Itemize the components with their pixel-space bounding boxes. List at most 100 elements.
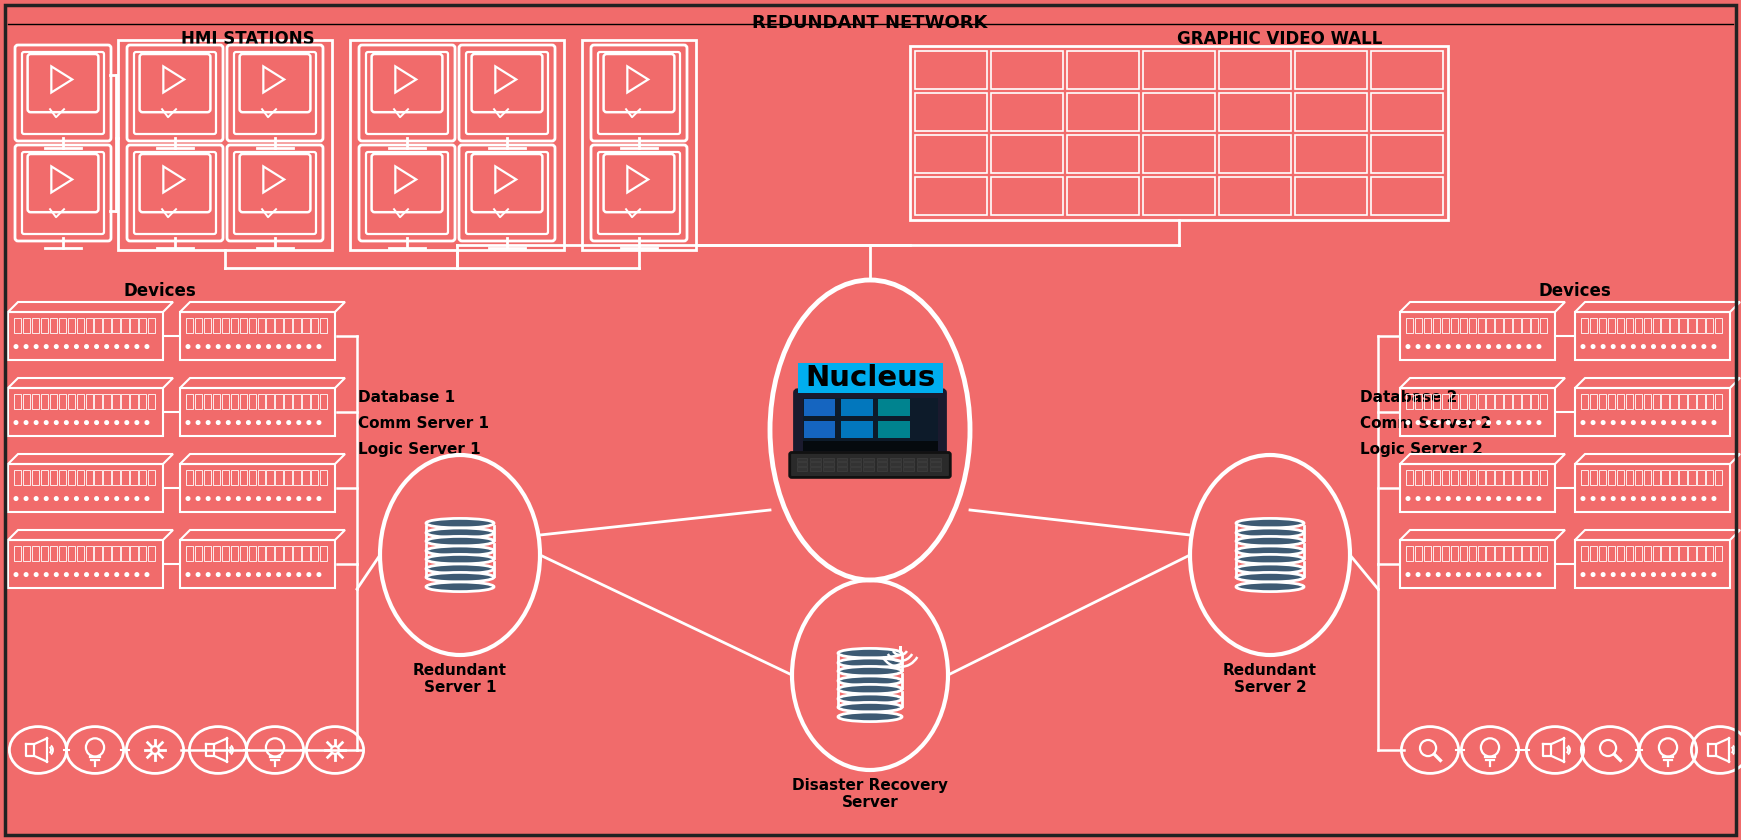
Text: Nucleus: Nucleus bbox=[804, 364, 935, 391]
Circle shape bbox=[35, 496, 38, 501]
Bar bbox=[1652, 394, 1659, 409]
Bar bbox=[195, 546, 202, 561]
Bar bbox=[837, 463, 848, 466]
Circle shape bbox=[1516, 573, 1520, 576]
Circle shape bbox=[1457, 573, 1461, 576]
Bar bbox=[1715, 394, 1722, 409]
Bar bbox=[1530, 470, 1539, 486]
Bar bbox=[823, 463, 834, 466]
Bar bbox=[266, 470, 273, 486]
Bar bbox=[131, 394, 138, 409]
Bar bbox=[1697, 394, 1704, 409]
Circle shape bbox=[104, 573, 108, 576]
Text: Redundant
Server 2: Redundant Server 2 bbox=[1222, 663, 1316, 696]
Bar bbox=[916, 51, 987, 89]
Circle shape bbox=[94, 496, 99, 501]
Bar bbox=[31, 546, 40, 561]
Circle shape bbox=[115, 496, 118, 501]
Circle shape bbox=[1436, 344, 1440, 349]
Circle shape bbox=[197, 496, 200, 501]
Bar bbox=[1478, 546, 1485, 561]
Bar bbox=[59, 546, 66, 561]
Bar bbox=[9, 312, 164, 360]
Bar bbox=[837, 467, 848, 471]
Circle shape bbox=[136, 344, 139, 349]
Circle shape bbox=[1682, 421, 1685, 424]
Bar bbox=[1400, 312, 1555, 360]
Circle shape bbox=[277, 496, 280, 501]
Bar bbox=[1715, 546, 1722, 561]
Bar bbox=[1689, 318, 1696, 333]
Bar bbox=[1487, 470, 1494, 486]
Bar bbox=[904, 463, 914, 466]
Bar bbox=[1581, 318, 1588, 333]
Bar bbox=[118, 40, 333, 250]
Circle shape bbox=[1466, 496, 1469, 501]
Circle shape bbox=[136, 496, 139, 501]
Circle shape bbox=[216, 344, 219, 349]
Bar bbox=[991, 51, 1064, 89]
Bar bbox=[918, 458, 928, 461]
Bar bbox=[904, 458, 914, 461]
Circle shape bbox=[1476, 496, 1480, 501]
Circle shape bbox=[1447, 496, 1450, 501]
Circle shape bbox=[197, 421, 200, 424]
Bar bbox=[1652, 546, 1659, 561]
Bar bbox=[9, 540, 164, 588]
Text: REDUNDANT NETWORK: REDUNDANT NETWORK bbox=[752, 14, 987, 32]
Circle shape bbox=[186, 421, 190, 424]
Circle shape bbox=[1426, 573, 1429, 576]
Circle shape bbox=[1497, 573, 1501, 576]
Circle shape bbox=[1447, 421, 1450, 424]
Bar bbox=[1626, 470, 1633, 486]
Bar bbox=[1067, 177, 1139, 215]
Bar bbox=[221, 470, 230, 486]
Circle shape bbox=[1711, 344, 1715, 349]
Bar bbox=[804, 421, 836, 438]
Bar bbox=[1370, 135, 1443, 173]
Circle shape bbox=[1631, 421, 1635, 424]
Bar bbox=[1433, 470, 1440, 486]
Bar bbox=[1706, 470, 1713, 486]
Bar bbox=[23, 318, 30, 333]
Circle shape bbox=[1621, 344, 1624, 349]
Circle shape bbox=[1692, 421, 1696, 424]
Bar bbox=[877, 463, 888, 466]
Circle shape bbox=[1436, 573, 1440, 576]
Bar bbox=[122, 470, 129, 486]
Circle shape bbox=[1436, 496, 1440, 501]
Bar bbox=[320, 470, 327, 486]
Bar bbox=[113, 318, 120, 333]
Bar bbox=[797, 467, 808, 471]
Bar bbox=[879, 399, 911, 416]
Bar bbox=[1504, 470, 1511, 486]
Bar bbox=[148, 546, 155, 561]
Circle shape bbox=[115, 421, 118, 424]
Circle shape bbox=[94, 573, 99, 576]
Bar bbox=[221, 318, 230, 333]
Bar bbox=[1652, 318, 1659, 333]
Circle shape bbox=[186, 496, 190, 501]
Bar bbox=[23, 546, 30, 561]
Bar bbox=[1442, 470, 1449, 486]
Bar bbox=[284, 394, 292, 409]
Bar bbox=[31, 318, 40, 333]
Circle shape bbox=[1703, 496, 1706, 501]
Circle shape bbox=[75, 344, 78, 349]
Circle shape bbox=[1661, 344, 1666, 349]
Bar bbox=[1617, 470, 1624, 486]
Bar bbox=[1478, 470, 1485, 486]
Bar bbox=[911, 46, 1449, 220]
Bar bbox=[266, 318, 273, 333]
Ellipse shape bbox=[427, 518, 494, 528]
Bar bbox=[1522, 394, 1530, 409]
Bar bbox=[1144, 177, 1215, 215]
Circle shape bbox=[207, 344, 211, 349]
Bar bbox=[312, 394, 319, 409]
Bar bbox=[1522, 318, 1530, 333]
Circle shape bbox=[1476, 573, 1480, 576]
Bar bbox=[1400, 540, 1555, 588]
Ellipse shape bbox=[1236, 554, 1304, 564]
Bar bbox=[312, 318, 319, 333]
Circle shape bbox=[1415, 344, 1421, 349]
